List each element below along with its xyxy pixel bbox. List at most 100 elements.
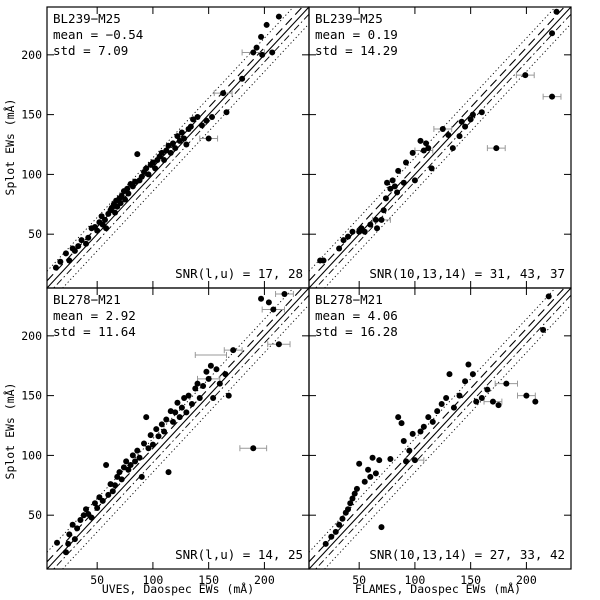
data-point <box>230 347 237 354</box>
data-point <box>83 506 90 513</box>
data-point <box>118 476 125 483</box>
data-point <box>332 528 339 535</box>
data-point <box>549 30 556 37</box>
data-point <box>439 125 446 132</box>
data-point <box>522 72 529 79</box>
data-point <box>125 466 132 473</box>
data-point <box>203 368 210 375</box>
data-point <box>387 455 394 462</box>
ticks: 50 100 150 200 50 100 150 200 <box>21 288 309 587</box>
data-point <box>225 392 232 399</box>
data-point <box>125 190 132 197</box>
data-point <box>105 491 112 498</box>
data-point <box>147 432 154 439</box>
lower-sigma-line <box>61 304 309 569</box>
lower-sigma-line <box>323 304 571 569</box>
panel-title: BL278−M21 <box>315 292 383 307</box>
upper-sigma-line <box>309 288 557 553</box>
data-point <box>134 447 141 454</box>
error-bars <box>194 290 294 452</box>
panel-std: std = 14.29 <box>315 43 398 58</box>
data-point <box>423 140 430 147</box>
y-tick-label: 200 <box>21 48 42 62</box>
panel-std: std = 11.64 <box>53 324 136 339</box>
data-point <box>74 525 81 532</box>
x-axis-label-right: FLAMES, Daospec EWs (mÅ) <box>355 581 521 596</box>
data-point <box>495 402 502 409</box>
upper-mean-line <box>309 288 566 563</box>
data-point <box>192 385 199 392</box>
data-point <box>438 400 445 407</box>
panel-snr: SNR(10,13,14) = 27, 33, 42 <box>369 547 565 562</box>
data-point <box>103 225 110 232</box>
y-tick-label: 50 <box>28 227 42 241</box>
data-point <box>169 418 176 425</box>
data-point <box>83 240 90 247</box>
ticks: 50 100 150 200 <box>21 7 309 288</box>
x-tick-label: 50 <box>352 573 366 587</box>
x-tick-label: 150 <box>198 573 219 587</box>
data-point <box>220 90 227 97</box>
data-point <box>161 428 168 435</box>
data-point <box>57 258 64 265</box>
data-point <box>120 464 127 471</box>
one-to-one-line <box>47 288 309 569</box>
data-point <box>134 151 141 158</box>
data-point <box>250 49 257 56</box>
data-point <box>163 147 170 154</box>
data-points <box>317 8 560 264</box>
data-point <box>372 470 379 477</box>
data-point <box>127 461 134 468</box>
error-bars <box>199 49 265 142</box>
data-point <box>69 521 76 528</box>
data-point <box>129 183 136 190</box>
data-points <box>322 293 552 547</box>
lower-mean-line <box>315 294 571 569</box>
data-point <box>112 209 119 216</box>
lower-sigma-line <box>323 23 571 288</box>
data-point <box>250 445 257 452</box>
data-point <box>372 216 379 223</box>
data-point <box>165 142 172 149</box>
data-point <box>456 392 463 399</box>
panel-std: std = 16.28 <box>315 324 398 339</box>
data-point <box>493 145 500 152</box>
data-point <box>158 149 165 156</box>
data-point <box>369 454 376 461</box>
data-point <box>62 549 69 556</box>
data-point <box>88 514 95 521</box>
x-tick-label: 50 <box>90 573 104 587</box>
data-point <box>152 165 159 172</box>
panel-snr: SNR(l,u) = 14, 25 <box>175 547 303 562</box>
data-point <box>540 326 547 333</box>
data-point <box>138 173 145 180</box>
data-point <box>345 506 352 513</box>
panel-snr: SNR(l,u) = 17, 28 <box>175 266 303 281</box>
data-point <box>458 118 465 125</box>
data-point <box>91 500 98 507</box>
data-point <box>523 392 530 399</box>
data-point <box>172 409 179 416</box>
data-point <box>345 233 352 240</box>
data-point <box>99 497 106 504</box>
data-point <box>205 375 212 382</box>
data-point <box>443 395 450 402</box>
data-point <box>376 457 383 464</box>
data-point <box>101 216 108 223</box>
data-points <box>54 290 288 556</box>
data-point <box>124 185 131 192</box>
lower-mean-line <box>53 13 309 288</box>
data-point <box>178 129 185 136</box>
data-point <box>71 247 78 254</box>
data-point <box>258 33 265 40</box>
data-point <box>203 117 210 124</box>
data-point <box>367 221 374 228</box>
data-point <box>378 524 385 531</box>
data-point <box>425 414 432 421</box>
data-point <box>339 515 346 522</box>
one-to-one-line <box>309 7 571 288</box>
data-point <box>145 445 152 452</box>
